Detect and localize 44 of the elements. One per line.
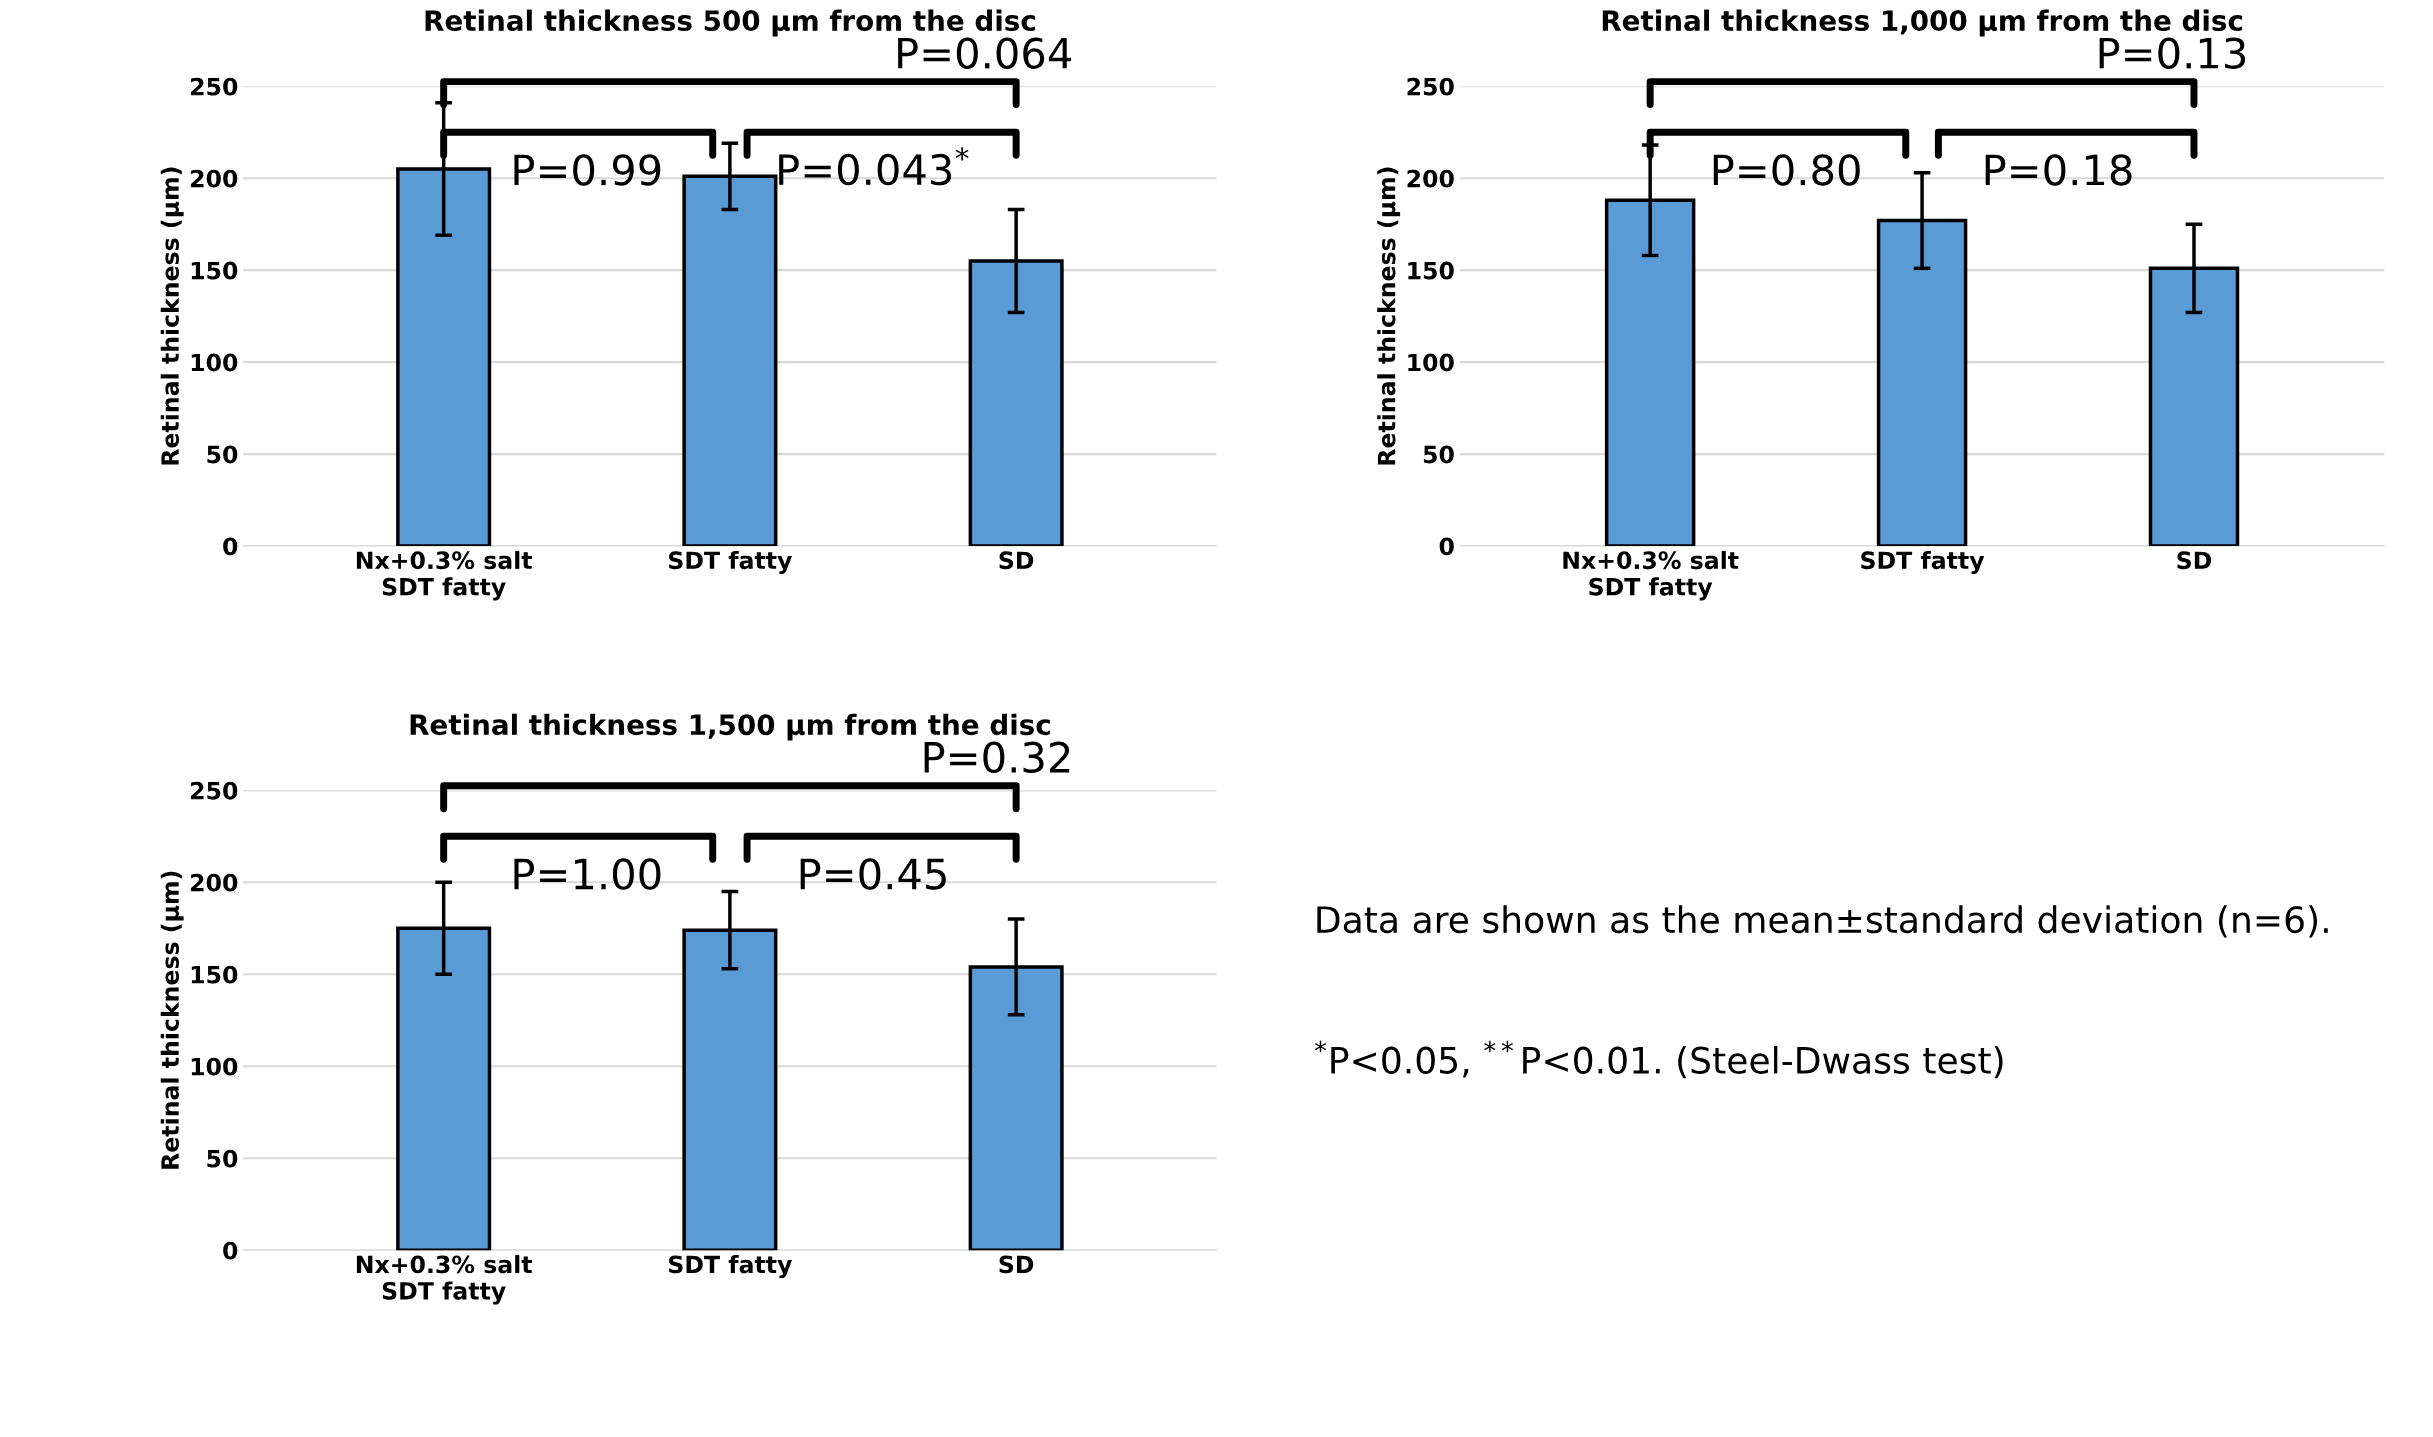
y-tick-label: 100 [191, 353, 238, 372]
y-tick-label: 50 [207, 445, 238, 464]
y-tick-label: 50 [1423, 445, 1454, 464]
y-tick-label: 150 [191, 965, 238, 984]
y-tick-label: 200 [1407, 169, 1454, 188]
y-tick-label: 250 [191, 781, 238, 800]
y-tick-label: 200 [191, 169, 238, 188]
x-tick-label: SDT fatty [669, 1255, 793, 1279]
annotation: P=0.043$^{*}$ [779, 147, 969, 186]
y-axis-title: Retinal thickness (µm) [160, 871, 184, 1169]
y-tick-label: 250 [191, 77, 238, 96]
text: $^{*}$P<0.05, $^{**}$P<0.01. (Steel-Dwass test) [1314, 1040, 2003, 1079]
y-tick-label: 100 [191, 1057, 238, 1076]
annotation: P=0.99 [514, 154, 661, 186]
annotation: P=1.00 [514, 858, 661, 890]
y-axis-title: Retinal thickness (µm) [1377, 167, 1401, 465]
chart-title: Retinal thickness 500 µm from the disc [425, 9, 1035, 37]
y-tick-label: 0 [1439, 537, 1454, 556]
y-tick-label: 100 [1408, 353, 1454, 372]
y-tick-label: 0 [223, 1241, 238, 1260]
chart-title: Retinal thickness 1,500 µm from the disc [410, 713, 1050, 741]
text: P=0.32 [924, 741, 1070, 774]
x-tick-label: SD [999, 551, 1034, 570]
text: Data are shown as the mean±standard deviation (n=6). [1317, 905, 2328, 938]
x-tick-label: SDT fatty [669, 550, 793, 574]
x-tick-label: Nx+0.3% salt SDT fatty [356, 550, 533, 601]
text: P=0.13 [2099, 37, 2246, 69]
y-axis-title: Retinal thickness (µm) [160, 167, 184, 465]
text: P=0.064 [898, 37, 1072, 69]
y-tick-label: 150 [1408, 261, 1454, 280]
y-tick-label: 50 [207, 1149, 238, 1168]
x-tick-label: Nx+0.3% salt SDT fatty [1563, 550, 1739, 601]
y-tick-label: 150 [191, 261, 238, 280]
annotation: P=0.80 [1713, 154, 1860, 186]
annotation: P=0.18 [1985, 154, 2132, 186]
x-tick-label: SD [2177, 551, 2212, 570]
y-tick-label: 200 [191, 873, 238, 892]
annotation: P=0.45 [800, 858, 946, 890]
x-tick-label: Nx+0.3% salt SDT fatty [356, 1255, 533, 1305]
x-tick-label: SDT fatty [1861, 550, 1985, 574]
chart-title: Retinal thickness 1,000 µm from the disc [1602, 9, 2243, 37]
x-tick-label: SD [999, 1255, 1034, 1274]
y-tick-label: 250 [1407, 77, 1454, 96]
y-tick-label: 0 [223, 537, 238, 556]
